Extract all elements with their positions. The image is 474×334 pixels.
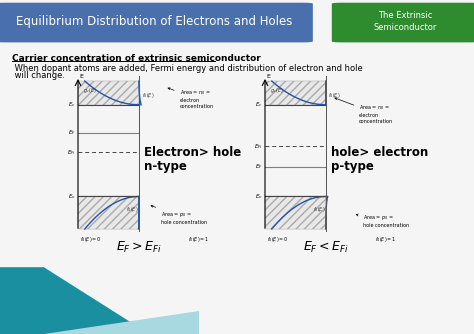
Text: Equilibrium Distribution of Electrons and Holes: Equilibrium Distribution of Electrons an… [16, 15, 292, 28]
Text: $E_F$: $E_F$ [255, 162, 263, 171]
Text: $E_F<E_{Fi}$: $E_F<E_{Fi}$ [303, 239, 349, 255]
Polygon shape [78, 81, 139, 105]
Polygon shape [44, 311, 199, 334]
Text: Carrier concentration of extrinsic semiconductor: Carrier concentration of extrinsic semic… [12, 54, 261, 63]
Text: hole> electron: hole> electron [331, 146, 428, 159]
Text: will change.: will change. [12, 71, 65, 80]
Text: $E_F>E_{Fi}$: $E_F>E_{Fi}$ [116, 239, 162, 255]
Text: $f_0(E)$: $f_0(E)$ [126, 205, 138, 214]
Text: E: E [266, 73, 270, 78]
Text: The Extrinsic
Semiconductor: The Extrinsic Semiconductor [374, 11, 437, 32]
Text: $E_{Fi}$: $E_{Fi}$ [254, 142, 263, 151]
Text: Area = $n_0$ =
electron
concentration: Area = $n_0$ = electron concentration [335, 98, 393, 124]
Text: $f_0(E)=1$: $f_0(E)=1$ [188, 235, 210, 244]
Text: p-type: p-type [331, 160, 374, 173]
Text: $f_0(E)=1$: $f_0(E)=1$ [375, 235, 396, 244]
Polygon shape [265, 81, 326, 105]
Text: Area = $n_0$ =
electron
concentration: Area = $n_0$ = electron concentration [168, 88, 214, 109]
Text: $E_v$: $E_v$ [68, 192, 76, 201]
Text: $g_c(E)$: $g_c(E)$ [270, 86, 284, 95]
Text: $E_c$: $E_c$ [68, 100, 76, 109]
Text: $E_c$: $E_c$ [255, 100, 263, 109]
Text: $f_0(E)=0$: $f_0(E)=0$ [267, 235, 289, 244]
FancyBboxPatch shape [0, 3, 313, 42]
Polygon shape [0, 267, 149, 334]
FancyBboxPatch shape [332, 3, 474, 42]
Text: n-type: n-type [144, 160, 187, 173]
Text: $f_0(E)$: $f_0(E)$ [313, 205, 326, 214]
Text: Area = $p_0$ =
hole concentration: Area = $p_0$ = hole concentration [356, 213, 409, 227]
Text: $f_0(E)$: $f_0(E)$ [328, 91, 340, 100]
Text: When dopant atoms are added, Fermi energy and distribution of electron and hole: When dopant atoms are added, Fermi energ… [12, 64, 363, 73]
Text: $E_{Fi}$: $E_{Fi}$ [67, 148, 76, 157]
Text: Area = $p_0$ =
hole concentration: Area = $p_0$ = hole concentration [151, 205, 207, 224]
Text: Electron> hole: Electron> hole [144, 146, 241, 159]
Text: $f_0(E)$: $f_0(E)$ [142, 91, 155, 100]
Polygon shape [78, 196, 139, 229]
Polygon shape [265, 196, 326, 229]
Text: $E_v$: $E_v$ [255, 192, 263, 201]
Text: $g_c(E)$: $g_c(E)$ [83, 86, 97, 95]
Text: E: E [79, 73, 83, 78]
Text: $E_F$: $E_F$ [68, 128, 76, 137]
Text: $f_0(E)=0$: $f_0(E)=0$ [80, 235, 102, 244]
